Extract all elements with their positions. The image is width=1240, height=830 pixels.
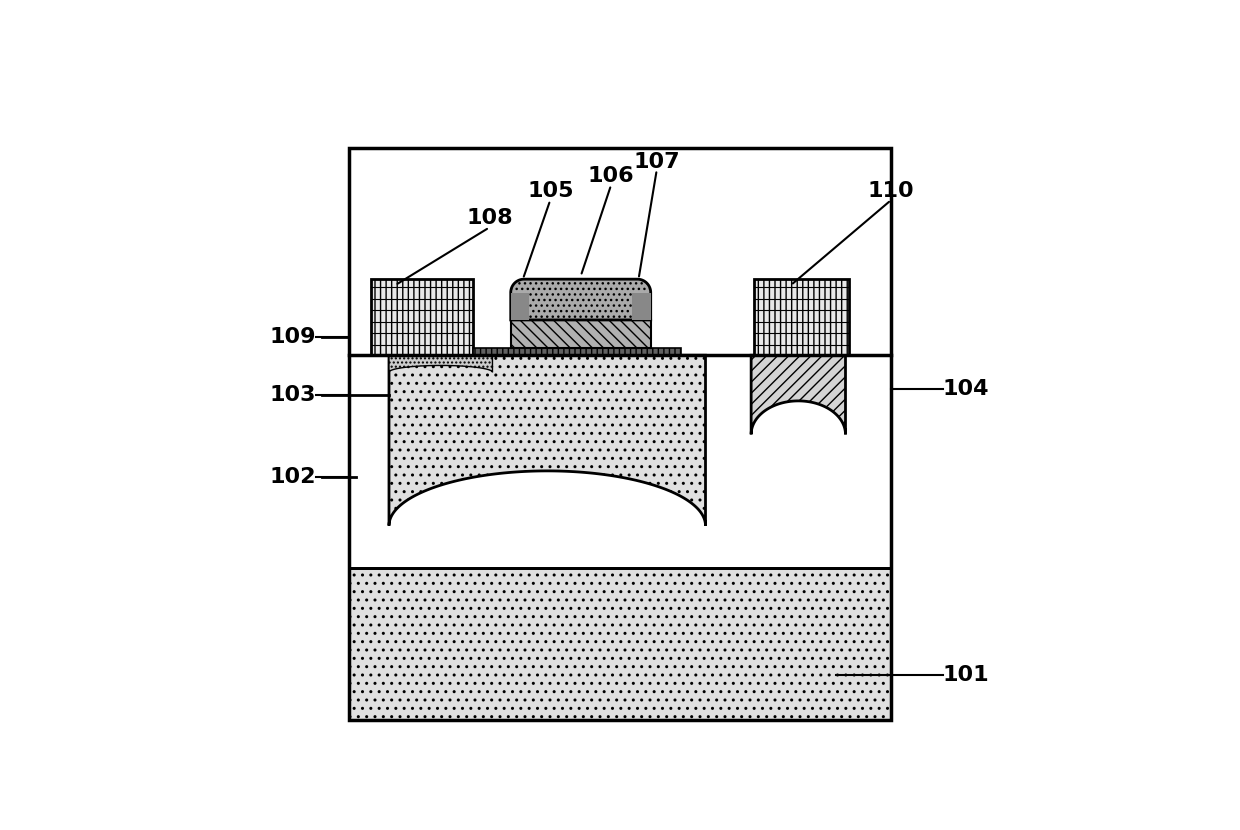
Bar bbox=[350, 149, 892, 720]
Text: 104: 104 bbox=[942, 378, 990, 398]
Polygon shape bbox=[371, 279, 472, 355]
Polygon shape bbox=[389, 355, 492, 373]
Polygon shape bbox=[511, 292, 529, 320]
Text: 109: 109 bbox=[269, 327, 316, 347]
Text: 102: 102 bbox=[269, 467, 316, 487]
Polygon shape bbox=[472, 348, 681, 355]
Polygon shape bbox=[389, 355, 706, 525]
Text: 103: 103 bbox=[269, 385, 316, 405]
Text: 105: 105 bbox=[527, 181, 574, 201]
Polygon shape bbox=[350, 355, 892, 569]
Polygon shape bbox=[632, 292, 651, 320]
Text: 101: 101 bbox=[942, 665, 990, 685]
Polygon shape bbox=[350, 569, 892, 720]
Text: 107: 107 bbox=[634, 152, 680, 172]
Polygon shape bbox=[511, 320, 651, 348]
Text: 106: 106 bbox=[588, 166, 635, 186]
Text: 108: 108 bbox=[466, 208, 512, 228]
Polygon shape bbox=[754, 279, 848, 355]
Polygon shape bbox=[511, 279, 651, 320]
Text: 110: 110 bbox=[868, 181, 914, 201]
Polygon shape bbox=[751, 355, 846, 434]
